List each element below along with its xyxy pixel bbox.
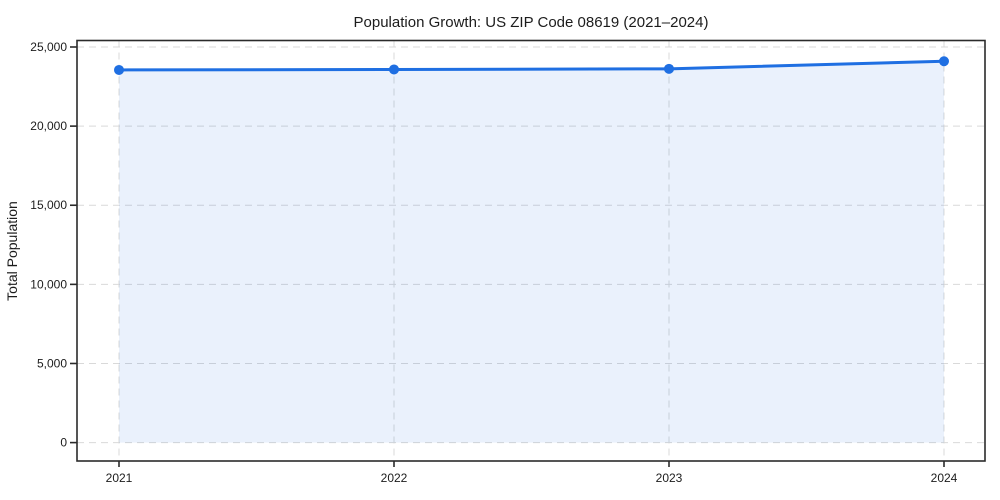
plot-frame [76,39,986,462]
x-tick-label: 2023 [656,471,683,485]
data-point-marker [114,64,124,75]
chart-title: Population Growth: US ZIP Code 08619 (20… [354,14,709,31]
y-tick-label: 20,000 [30,119,67,133]
y-tick-label: 25,000 [30,40,67,54]
data-point-marker [389,64,399,75]
area-fill [119,61,944,443]
data-point-marker [939,56,949,67]
y-tick-label: 10,000 [30,277,67,291]
data-point-marker [664,63,674,74]
y-tick-label: 0 [60,436,67,450]
x-tick-label: 2022 [381,471,408,485]
y-tick-label: 15,000 [30,198,67,212]
x-tick-label: 2024 [931,471,958,485]
y-axis-label: Total Population [4,201,20,301]
x-tick-label: 2021 [106,471,133,485]
series-line [117,59,946,72]
y-tick-label: 5,000 [37,356,67,370]
